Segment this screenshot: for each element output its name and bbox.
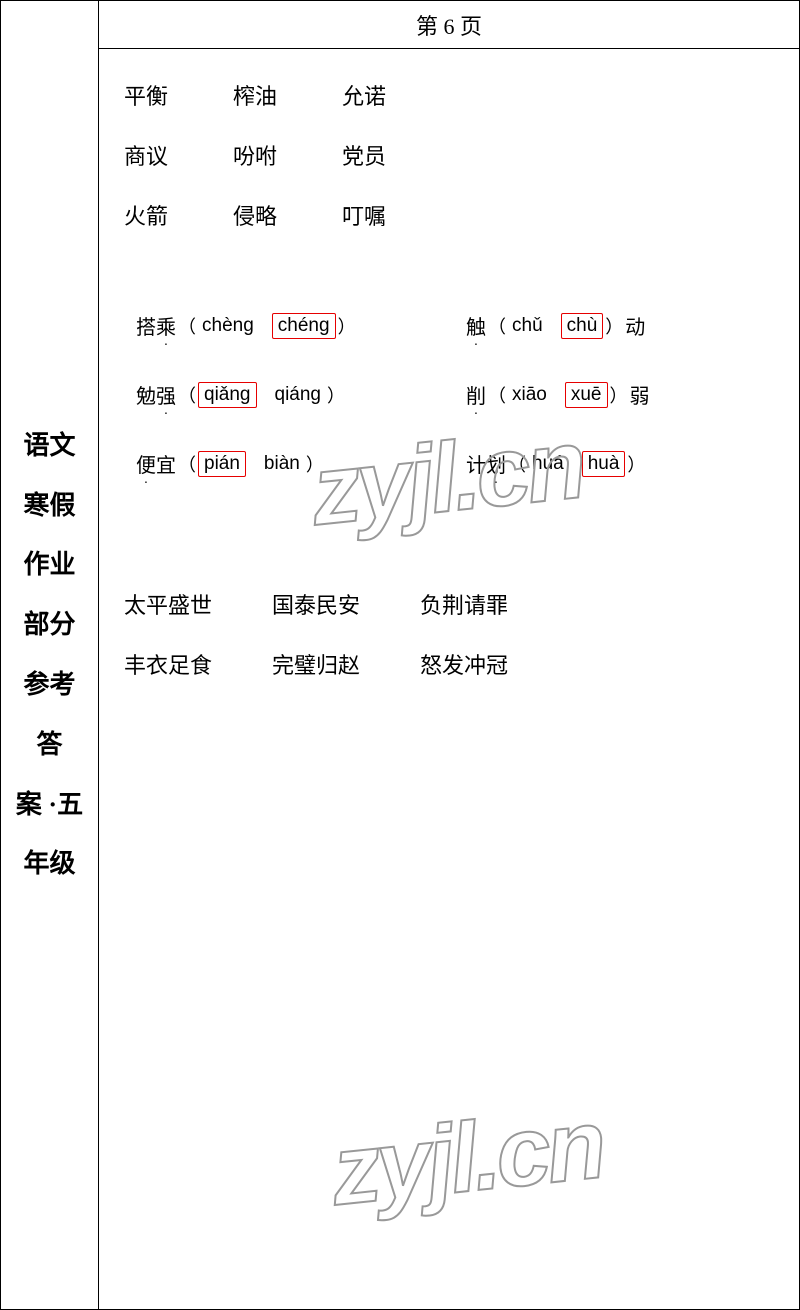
pinyin-row: 搭乘（chèngchéng）触（chǔchù）动	[136, 311, 774, 340]
content-area: 平衡 榨油 允诺 商议 吩咐 党员 火箭 侵略 叮嘱 搭乘（chèngchéng…	[99, 49, 799, 1309]
pinyin-option: qiáng	[271, 382, 326, 408]
page-title: 第 6 页	[416, 9, 482, 41]
sidebar-line: 答	[16, 715, 83, 775]
sidebar-line: 寒假	[16, 476, 83, 536]
word-cell: 榨油	[233, 79, 277, 111]
word-row: 商议 吩咐 党员	[124, 139, 774, 171]
idiom-row: 太平盛世 国泰民安 负荆请罪	[124, 588, 774, 620]
sidebar-line: 语文	[16, 416, 83, 476]
word-cell: 火箭	[124, 199, 168, 231]
pinyin-option: pián	[198, 451, 246, 477]
word-cell: 吩咐	[233, 139, 277, 171]
pinyin-item: 搭乘（chèngchéng）	[136, 311, 466, 340]
word-cell: 平衡	[124, 79, 168, 111]
sidebar-line: 年级	[16, 834, 83, 894]
word-cell: 允诺	[342, 79, 386, 111]
pinyin-row: 便宜（piánbiàn）计划（huáhuà）	[136, 449, 774, 478]
sidebar-line: 部分	[16, 595, 83, 655]
sidebar-title: 语文 寒假 作业 部分 参考 答 案 ·五 年级	[16, 416, 83, 894]
page-header: 第 6 页	[99, 1, 799, 49]
sidebar: 语文 寒假 作业 部分 参考 答 案 ·五 年级	[1, 1, 99, 1309]
idiom-section: 太平盛世 国泰民安 负荆请罪 丰衣足食 完璧归赵 怒发冲冠	[124, 588, 774, 680]
pinyin-item: 计划（huáhuà）	[466, 449, 647, 478]
sidebar-line: 作业	[16, 535, 83, 595]
pinyin-option: xuē	[565, 382, 608, 408]
word-row: 火箭 侵略 叮嘱	[124, 199, 774, 231]
word-cell: 党员	[342, 139, 386, 171]
word-row: 平衡 榨油 允诺	[124, 79, 774, 111]
pinyin-option: chéng	[272, 313, 336, 339]
idiom-cell: 怒发冲冠	[420, 648, 508, 680]
idiom-row: 丰衣足食 完璧归赵 怒发冲冠	[124, 648, 774, 680]
pinyin-item: 便宜（piánbiàn）	[136, 449, 466, 478]
pinyin-option: huà	[582, 451, 626, 477]
word-cell: 商议	[124, 139, 168, 171]
pinyin-option: xiāo	[508, 382, 551, 408]
pinyin-item: 触（chǔchù）动	[466, 311, 645, 340]
pinyin-option: chèng	[198, 313, 258, 339]
word-grid: 平衡 榨油 允诺 商议 吩咐 党员 火箭 侵略 叮嘱	[124, 79, 774, 231]
pinyin-option: qiǎng	[198, 382, 257, 408]
pinyin-item: 削（xiāoxuē）弱	[466, 380, 650, 409]
pinyin-section: 搭乘（chèngchéng）触（chǔchù）动勉强（qiǎngqiáng）削（…	[124, 311, 774, 478]
page-container: 语文 寒假 作业 部分 参考 答 案 ·五 年级 第 6 页 平衡 榨油 允诺 …	[0, 0, 800, 1310]
pinyin-option: chù	[561, 313, 604, 339]
word-cell: 叮嘱	[342, 199, 386, 231]
idiom-cell: 国泰民安	[272, 588, 360, 620]
sidebar-line: 案 ·五	[16, 775, 83, 835]
pinyin-item: 勉强（qiǎngqiáng）	[136, 380, 466, 409]
pinyin-option: huá	[528, 451, 568, 477]
pinyin-option: chǔ	[508, 313, 547, 339]
idiom-cell: 负荆请罪	[420, 588, 508, 620]
idiom-cell: 太平盛世	[124, 588, 212, 620]
pinyin-option: biàn	[260, 451, 304, 477]
idiom-cell: 丰衣足食	[124, 648, 212, 680]
pinyin-row: 勉强（qiǎngqiáng）削（xiāoxuē）弱	[136, 380, 774, 409]
idiom-cell: 完璧归赵	[272, 648, 360, 680]
sidebar-line: 参考	[16, 655, 83, 715]
word-cell: 侵略	[233, 199, 277, 231]
